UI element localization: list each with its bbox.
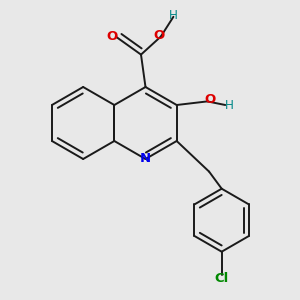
Text: Cl: Cl [214,272,229,285]
Text: N: N [140,152,151,166]
Text: O: O [154,28,165,42]
Text: O: O [204,92,215,106]
Text: H: H [169,9,178,22]
Text: O: O [106,30,118,43]
Text: H: H [224,98,233,112]
